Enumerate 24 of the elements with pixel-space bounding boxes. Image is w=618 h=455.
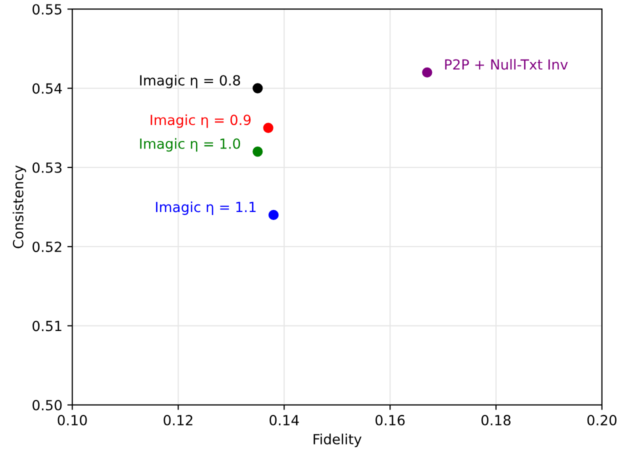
point	[252, 83, 263, 94]
y-tick-label: 0.50	[32, 400, 62, 410]
x-tick-label: 0.20	[587, 414, 616, 426]
series-label: Imagic η = 0.8	[140, 74, 240, 88]
point	[422, 67, 432, 78]
x-tick-label: 0.12	[164, 414, 192, 426]
x-tick-label: 0.10	[58, 414, 87, 426]
series-label: Imagic η = 1.0	[140, 138, 240, 152]
series-label: Imagic η = 1.1	[156, 202, 256, 215]
x-axis-title: Fidelity	[314, 434, 362, 448]
point	[268, 210, 279, 220]
y-tick-label: 0.52	[32, 242, 62, 252]
x-tick-label: 0.18	[481, 414, 511, 426]
y-tick-label: 0.55	[32, 4, 62, 15]
y-axis-title: Consistency	[12, 165, 26, 248]
point	[252, 146, 263, 157]
x-tick-label: 0.16	[376, 414, 405, 426]
y-tick-label: 0.51	[32, 320, 62, 332]
series-label: P2P + Null-Txt Inv	[445, 58, 568, 70]
y-tick-label: 0.54	[32, 83, 62, 94]
series-label: Imagic η = 0.9	[150, 114, 251, 128]
y-tick-label: 0.53	[32, 162, 62, 173]
point	[263, 122, 274, 133]
x-tick-label: 0.14	[270, 414, 299, 426]
